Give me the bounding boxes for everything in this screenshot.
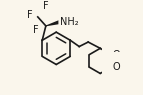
Text: F: F [27, 10, 33, 20]
Text: O: O [112, 62, 120, 72]
Polygon shape [46, 20, 58, 26]
Text: O: O [112, 50, 120, 60]
Text: F: F [33, 25, 39, 35]
Text: NH₂: NH₂ [60, 17, 78, 27]
Text: F: F [43, 1, 49, 11]
